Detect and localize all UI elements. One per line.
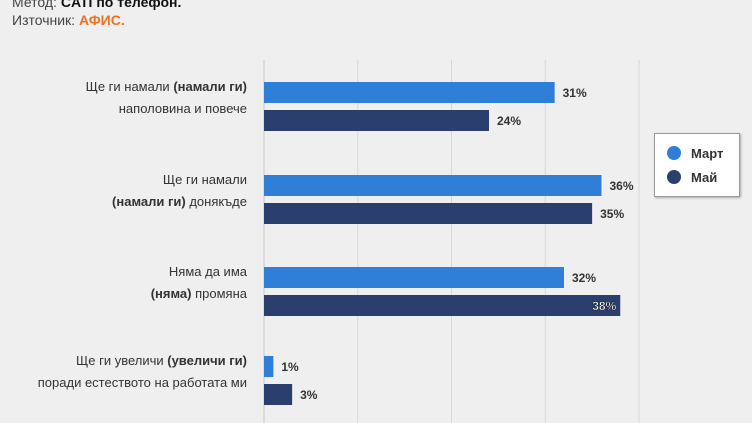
category-label-part: Ще ги намали (85, 79, 174, 94)
category-label-part: наполовина и повече (118, 101, 247, 116)
method-line: Метод: CATI по телефон. (12, 0, 181, 10)
bar-may (264, 110, 489, 131)
data-label: 38% (592, 299, 616, 313)
bar-may (264, 203, 593, 224)
source-line: Източник: АФИС. (12, 12, 125, 28)
legend-item-may[interactable]: Май (667, 170, 717, 185)
legend-label: Май (691, 170, 718, 185)
bar-mart (264, 267, 564, 288)
bar-mart (264, 82, 555, 103)
bar-mart (264, 356, 274, 377)
category-label: Ще ги намали (намали ги) наполовина и пов… (7, 76, 247, 120)
data-label: 35% (600, 207, 624, 221)
category-label-part: промяна (191, 286, 247, 301)
bar-may (264, 295, 621, 316)
legend-marker-mart (667, 146, 681, 160)
data-label: 3% (300, 388, 318, 402)
data-label: 31% (563, 86, 587, 100)
category-label-part: Няма да има (168, 264, 247, 279)
category-label-part: Ще ги увеличи (76, 353, 168, 368)
method-value: CATI по телефон. (60, 0, 182, 10)
legend: Март Май (654, 133, 740, 197)
category-label-part: Ще ги намали (162, 172, 247, 187)
source-value: АФИС. (78, 12, 125, 28)
category-label: Няма да има (няма) промяна (7, 261, 247, 305)
legend-label: Март (691, 146, 724, 161)
category-label: Ще ги увеличи (увеличи ги) поради естеств… (7, 350, 247, 394)
category-label-part: (намали ги) (112, 194, 186, 209)
source-label: Източник: (12, 12, 76, 28)
data-label: 1% (281, 360, 299, 374)
legend-marker-may (667, 170, 681, 184)
data-label: 32% (572, 271, 596, 285)
category-label-part: (няма) (150, 286, 192, 301)
method-label: Метод: (12, 0, 57, 10)
category-label: Ще ги намали (намали ги) донякъде (7, 169, 247, 213)
bar-mart (264, 175, 602, 196)
legend-item-mart[interactable]: Март (667, 146, 723, 161)
data-label: 24% (497, 114, 521, 128)
category-label-part: (увеличи ги) (167, 353, 247, 368)
category-label-part: поради естеството на работата ми (37, 375, 247, 390)
category-label-part: донякъде (185, 194, 247, 209)
category-label-part: (намали ги) (173, 79, 247, 94)
data-label: 36% (610, 179, 634, 193)
bar-may (264, 384, 293, 405)
